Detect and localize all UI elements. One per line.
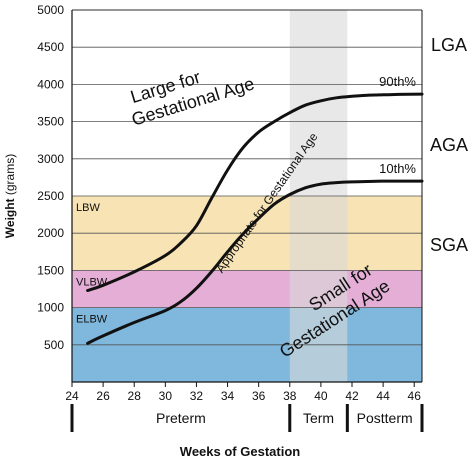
band-label-vlbw: VLBW [76, 276, 108, 288]
percentile-curves [86, 92, 424, 345]
region-label-aga: AGA [430, 135, 468, 155]
y-tick-3500: 3500 [37, 115, 64, 129]
region-label-lga: LGA [431, 35, 467, 55]
y-tick-3000: 3000 [37, 152, 64, 166]
band-vlbw [72, 270, 422, 308]
y-tick-1500: 1500 [37, 263, 64, 277]
y-tick-500: 500 [44, 338, 64, 352]
x-tick-38: 38 [283, 389, 297, 403]
x-tick-34: 34 [221, 389, 235, 403]
y-tick-1000: 1000 [37, 301, 64, 315]
series-label-10th: 10th% [379, 161, 416, 176]
x-tick-32: 32 [190, 389, 204, 403]
axes: 500 1000 1500 2000 2500 3000 3500 4000 4500 5000 2… [3, 3, 424, 459]
y-tick-4500: 4500 [37, 40, 64, 54]
x-tick-28: 28 [128, 389, 142, 403]
x-tick-46: 46 [408, 389, 422, 403]
y-tick-2000: 2000 [37, 226, 64, 240]
y-tick-2500: 2500 [37, 189, 64, 203]
annotation-large: Large forGestational Age [123, 52, 257, 129]
x-tick-26: 26 [96, 389, 110, 403]
x-tick-30: 30 [159, 389, 173, 403]
band-label-elbw: ELBW [76, 314, 108, 326]
period-label-term: Term [303, 410, 334, 426]
curve-10th [86, 179, 424, 345]
period-label-postterm: Postterm [357, 410, 413, 426]
y-tick-5000: 5000 [37, 3, 64, 17]
x-tick-42: 42 [345, 389, 359, 403]
period-label-preterm: Preterm [156, 410, 206, 426]
x-tick-24: 24 [65, 389, 79, 403]
region-label-sga: SGA [430, 235, 468, 255]
curve-90th [86, 92, 424, 292]
y-tick-4000: 4000 [37, 77, 64, 91]
series-label-90th: 90th% [379, 74, 416, 89]
band-label-lbw: LBW [76, 202, 100, 214]
x-tick-44: 44 [376, 389, 390, 403]
x-axis-title: Weeks of Gestation [180, 444, 300, 459]
y-axis-title: Weight (grams) [3, 154, 17, 238]
x-tick-40: 40 [314, 389, 328, 403]
x-tick-36: 36 [252, 389, 266, 403]
